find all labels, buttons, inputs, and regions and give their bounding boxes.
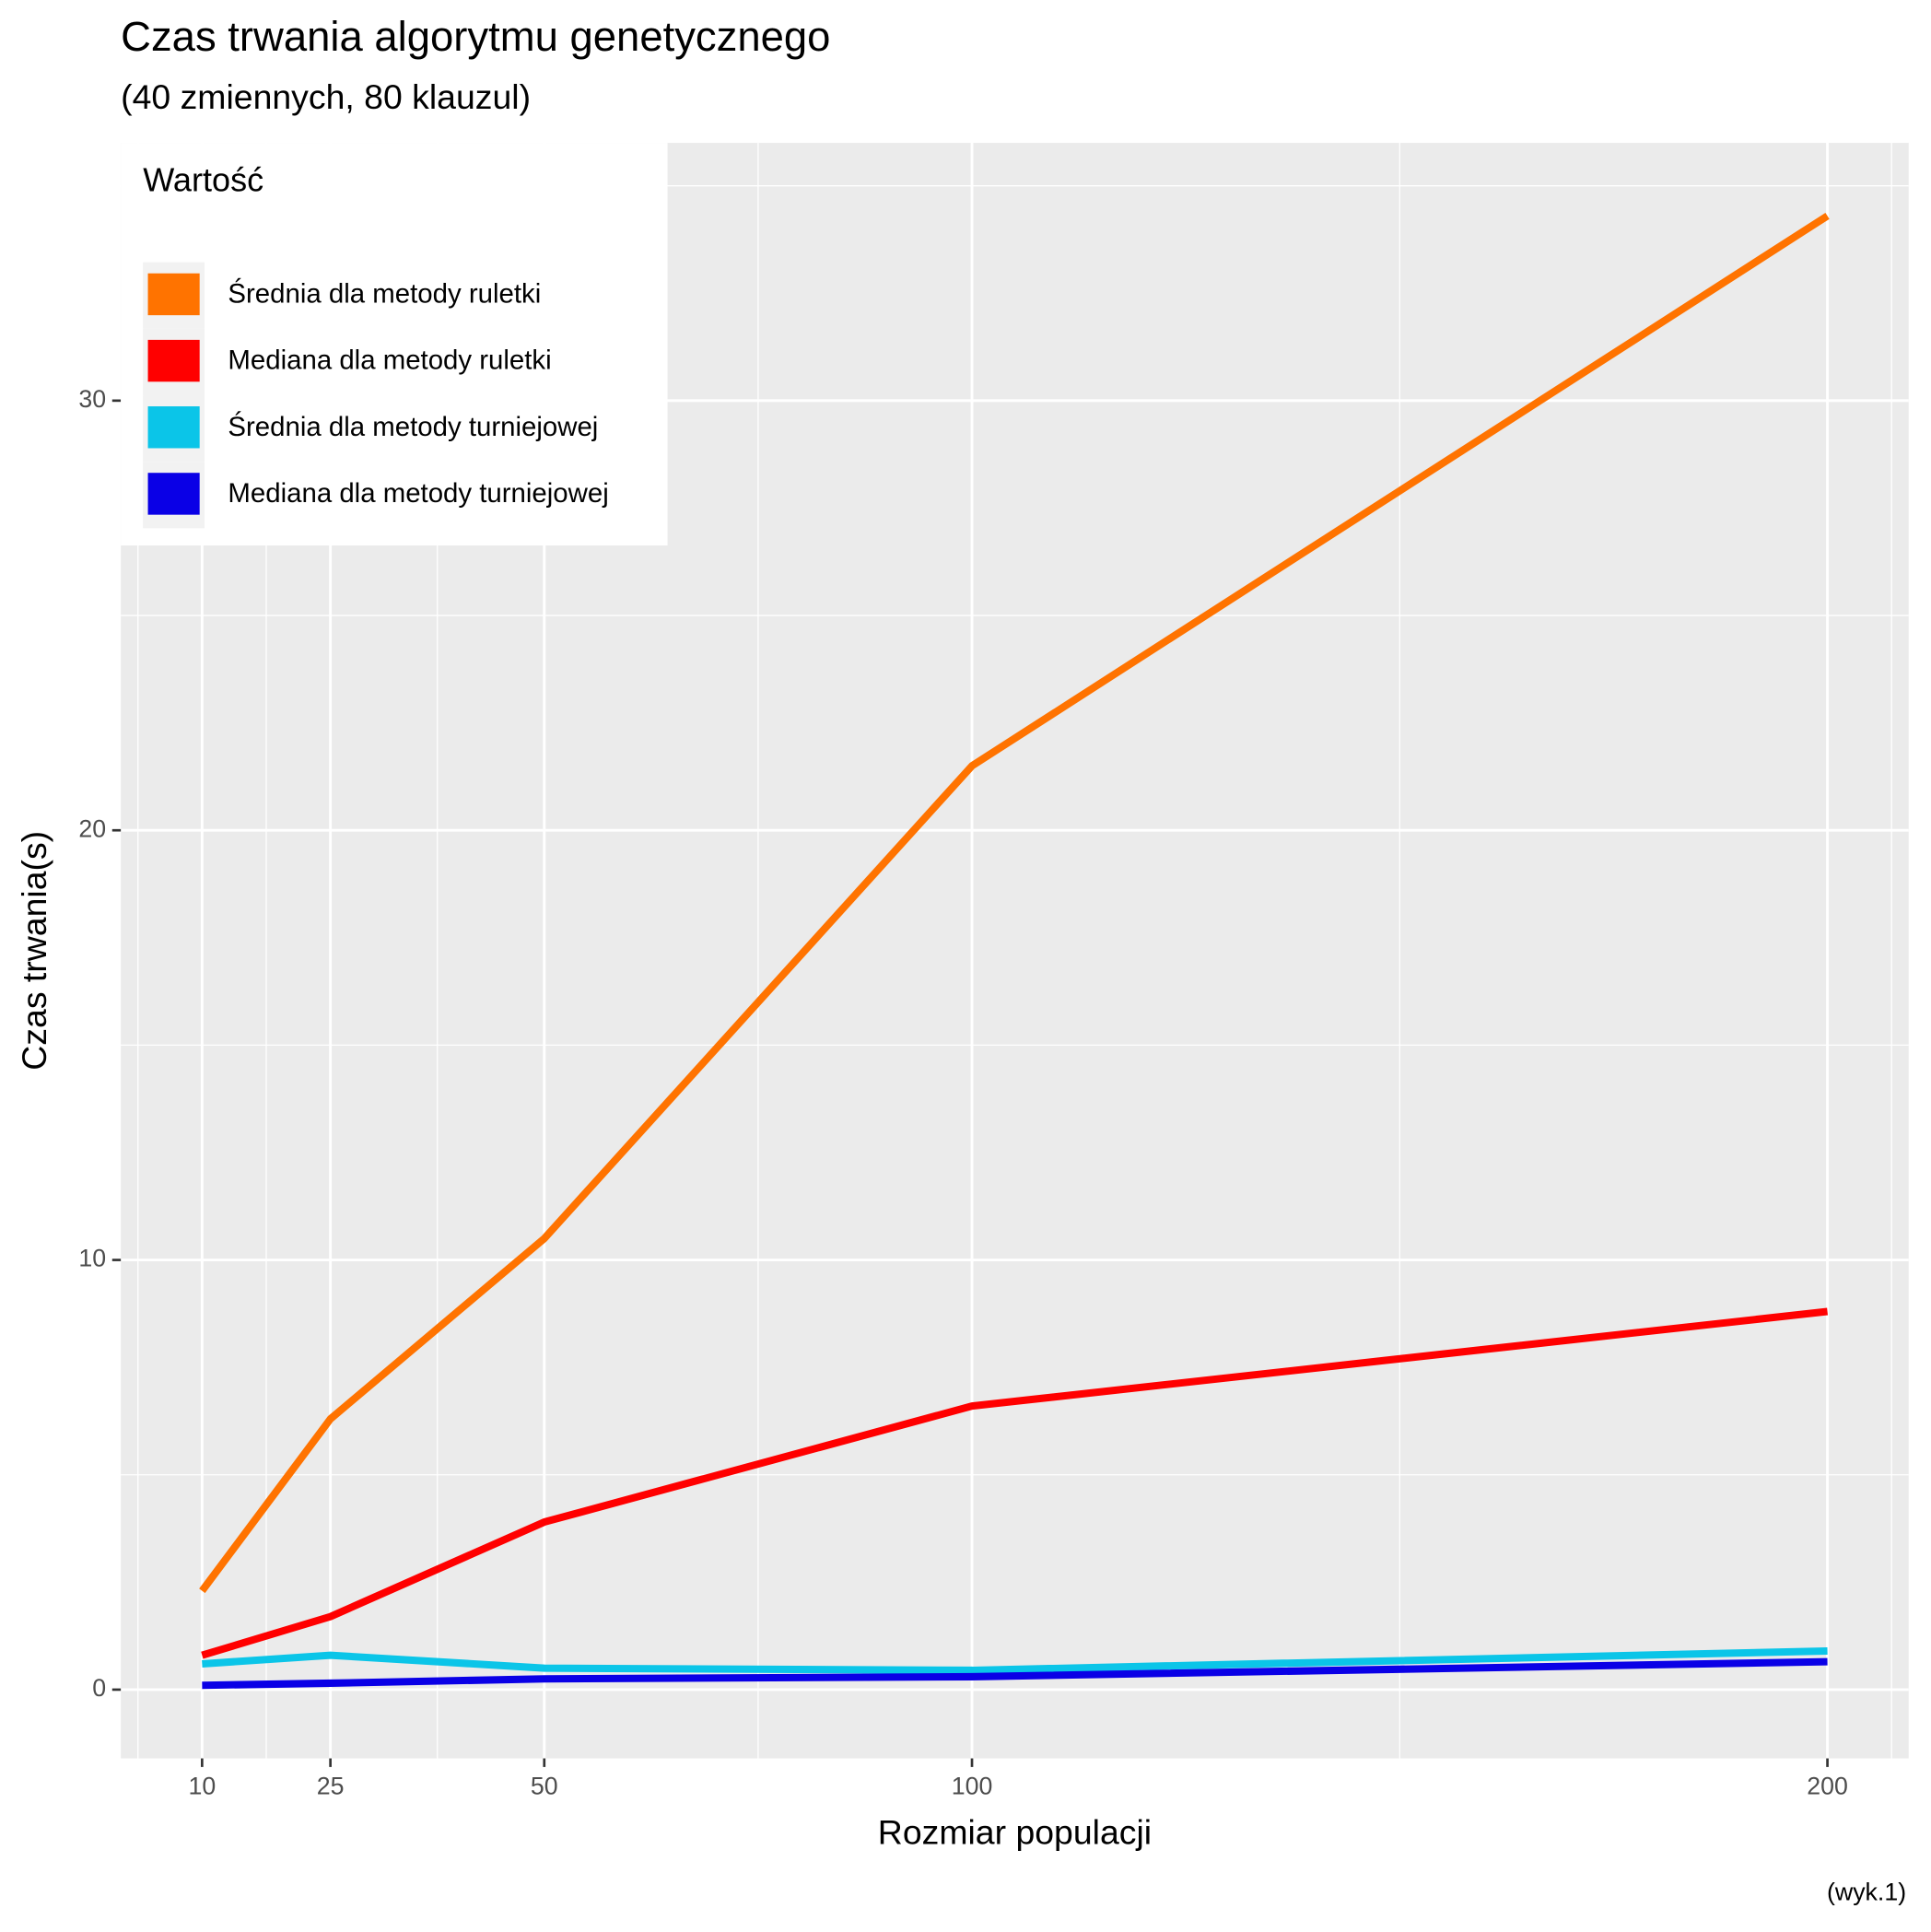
- x-tick-label: 25: [317, 1773, 345, 1800]
- caption: (wyk.1): [1827, 1879, 1906, 1906]
- y-tick-label: 10: [78, 1245, 106, 1272]
- series-line: [202, 1657, 1828, 1690]
- legend-title: Wartość: [143, 160, 263, 198]
- legend-key: [147, 406, 200, 449]
- x-tick-label: 100: [952, 1773, 993, 1800]
- y-axis-title: Czas trwania(s): [15, 831, 53, 1071]
- y-tick-label: 0: [92, 1674, 106, 1702]
- series-line: [199, 212, 1830, 1594]
- x-tick-label: 200: [1807, 1773, 1848, 1800]
- legend-background: [121, 143, 668, 546]
- legend-label: Średnia dla metody ruletki: [228, 278, 541, 310]
- x-tick-label: 50: [531, 1773, 558, 1800]
- x-axis-title: Rozmiar populacji: [878, 1812, 1152, 1851]
- legend-key: [147, 273, 200, 316]
- chart-subtitle: (40 zmiennych, 80 klauzul): [121, 77, 531, 116]
- legend-key: [147, 339, 200, 382]
- y-tick-label: 20: [78, 814, 106, 842]
- legend-key: [147, 473, 200, 515]
- legend-label: Średnia dla metody turniejowej: [228, 411, 598, 442]
- legend-label: Mediana dla metody turniejowej: [228, 478, 608, 509]
- series-line: [201, 1307, 1829, 1659]
- x-tick-label: 10: [188, 1773, 216, 1800]
- legend-label: Mediana dla metody ruletki: [228, 345, 551, 376]
- series-line: [202, 1646, 1828, 1674]
- y-tick-label: 30: [78, 385, 106, 413]
- chart-title: Czas trwania algorytmu genetycznego: [121, 13, 830, 60]
